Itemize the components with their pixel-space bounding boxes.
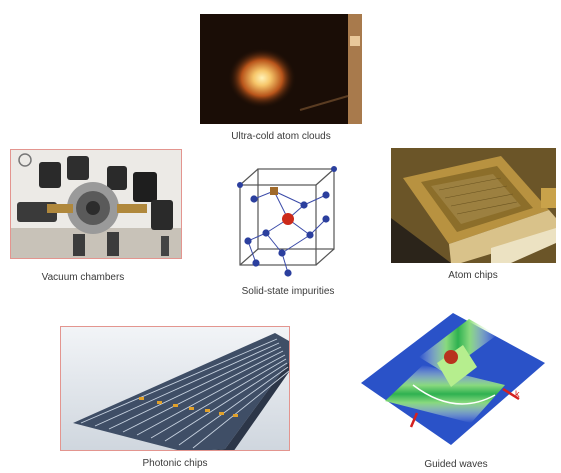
- vacuum-chamber-image: [10, 149, 182, 259]
- photonic-caption: Photonic chips: [142, 458, 208, 469]
- atom-chip-image: [391, 148, 556, 263]
- atom-chips-caption: Atom chips: [448, 270, 498, 281]
- lattice-diagram: [226, 161, 348, 281]
- atom-cloud-image: [200, 14, 362, 124]
- vacuum-caption: Vacuum chambers: [41, 272, 125, 283]
- solid-state-caption: Solid-state impurities: [241, 286, 335, 297]
- photonic-chip-image: [60, 326, 290, 451]
- guided-waves-image: k: [355, 305, 555, 455]
- guided-caption: Guided waves: [424, 459, 488, 470]
- atom-clouds-caption: Ultra-cold atom clouds: [231, 131, 331, 142]
- svg-text:k: k: [515, 389, 520, 399]
